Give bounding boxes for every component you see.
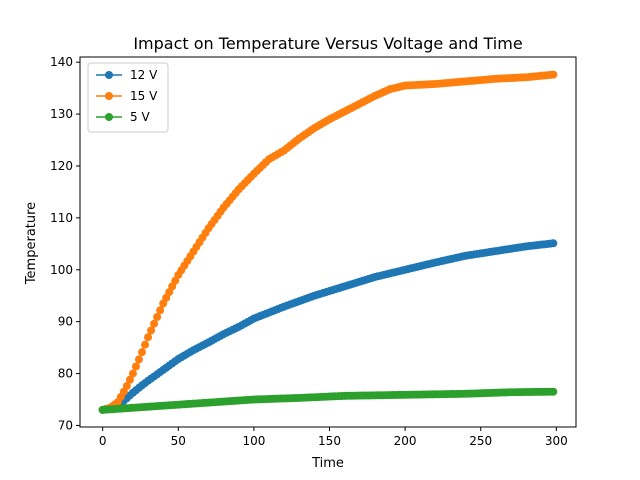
data-point bbox=[549, 239, 558, 248]
axes-frame bbox=[79, 56, 577, 428]
series-15-v bbox=[98, 70, 558, 414]
data-point bbox=[122, 382, 131, 390]
y-tick-label: 140 bbox=[50, 55, 73, 69]
data-point bbox=[125, 375, 134, 384]
data-point bbox=[153, 312, 162, 321]
data-point bbox=[156, 306, 165, 315]
y-tick-label: 80 bbox=[58, 367, 73, 381]
data-point bbox=[549, 387, 558, 396]
data-point bbox=[144, 333, 153, 342]
x-tick-label: 0 bbox=[99, 434, 107, 448]
y-tick-label: 100 bbox=[50, 263, 73, 277]
y-tick-label: 90 bbox=[58, 315, 73, 329]
chart-title: Impact on Temperature Versus Voltage and… bbox=[133, 34, 522, 53]
data-point bbox=[134, 355, 143, 364]
x-tick-label: 300 bbox=[545, 434, 568, 448]
x-axis-label: Time bbox=[311, 456, 344, 471]
y-axis-label: Temperature bbox=[24, 202, 39, 285]
y-tick-label: 110 bbox=[50, 211, 73, 225]
x-tick-label: 200 bbox=[394, 434, 417, 448]
legend: 12 V 15 V 5 V bbox=[87, 62, 169, 133]
data-point bbox=[150, 319, 159, 328]
data-point bbox=[131, 362, 140, 371]
legend-marker bbox=[105, 92, 113, 100]
data-point bbox=[141, 340, 150, 349]
x-tick-label: 150 bbox=[318, 434, 341, 448]
data-point bbox=[549, 70, 558, 79]
y-tick-label: 130 bbox=[50, 107, 73, 121]
series-5-v bbox=[98, 387, 558, 414]
y-tick-label: 120 bbox=[50, 159, 73, 173]
axis-ticks: 0 50 100 150 200 250 300 70 80 90 100 110 120 130 140 bbox=[50, 55, 568, 448]
data-point bbox=[147, 326, 156, 335]
legend-marker bbox=[105, 71, 113, 79]
data-point bbox=[138, 348, 146, 357]
legend-marker bbox=[105, 113, 113, 121]
y-tick-label: 70 bbox=[58, 418, 73, 432]
plot-area bbox=[98, 70, 558, 414]
legend-label: 5 V bbox=[130, 110, 150, 124]
data-point bbox=[128, 369, 137, 378]
legend-label: 15 V bbox=[130, 89, 158, 103]
legend-label: 12 V bbox=[130, 68, 158, 82]
x-tick-label: 50 bbox=[171, 434, 186, 448]
x-tick-label: 250 bbox=[469, 434, 492, 448]
x-tick-label: 100 bbox=[242, 434, 265, 448]
